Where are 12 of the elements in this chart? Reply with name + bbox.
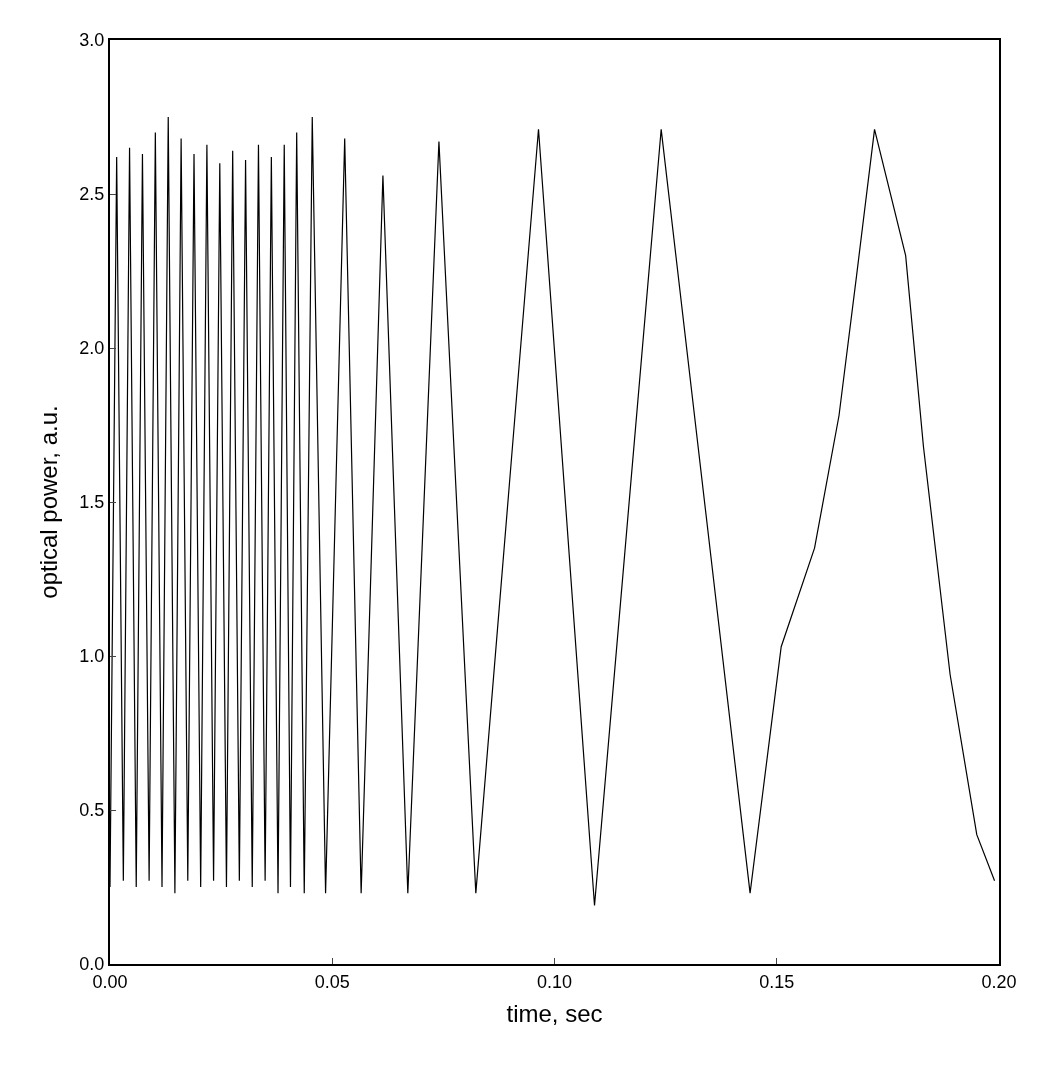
x-tick-label: 0.05 [314, 971, 350, 992]
y-tick-label: 2.0 [79, 338, 105, 359]
y-tick-label: 0.5 [79, 800, 105, 821]
y-tick-label: 1.5 [79, 492, 105, 513]
x-tick-label: 0.10 [536, 971, 573, 992]
y-tick-label: 1.0 [79, 646, 105, 667]
y-tick-label: 3.0 [79, 30, 105, 51]
y-tick-label: 2.5 [79, 184, 105, 205]
x-tick-label: 0.20 [981, 971, 1017, 992]
x-tick-label: 0.15 [759, 971, 795, 992]
y-axis-title: optical power, a.u. [34, 405, 62, 599]
x-axis-title: time, sec [506, 1000, 603, 1028]
